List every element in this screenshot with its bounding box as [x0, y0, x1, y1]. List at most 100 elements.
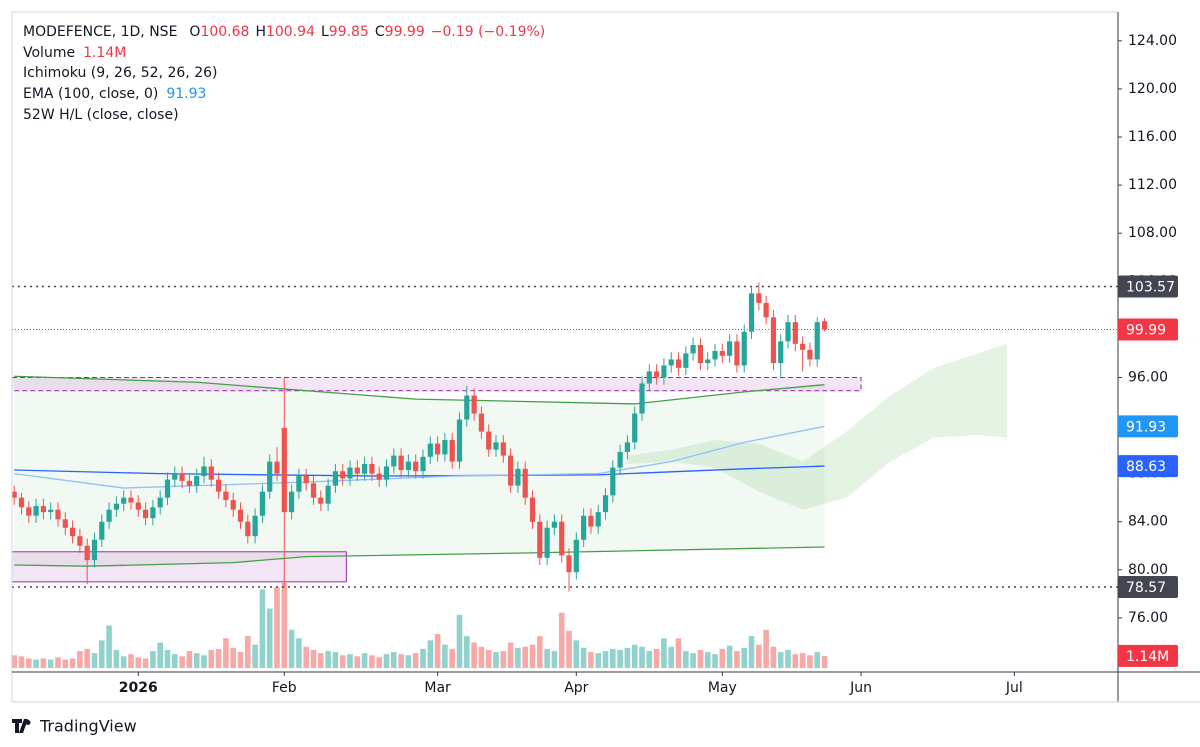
candle-body — [172, 473, 178, 480]
candle-body — [121, 497, 127, 504]
candle-body — [11, 491, 17, 498]
candle-body — [77, 536, 83, 546]
price-label-box — [1118, 275, 1178, 298]
volume-bar — [639, 646, 645, 668]
volume-bar — [69, 658, 76, 668]
candle-body — [624, 442, 631, 452]
candle-body — [259, 491, 266, 516]
volume-bar — [624, 647, 631, 668]
candle-body — [734, 341, 740, 366]
volume-bar — [186, 651, 193, 668]
volume-bar — [237, 652, 244, 668]
candle-body — [405, 461, 412, 471]
volume-bar — [274, 587, 280, 668]
candle-body — [208, 466, 214, 480]
volume-bar — [814, 652, 821, 668]
volume-bar — [412, 653, 419, 668]
volume-bar — [179, 656, 185, 668]
volume-bar — [478, 646, 485, 668]
price-label: 88.63 — [1126, 459, 1166, 475]
volume-bar — [310, 649, 317, 668]
candle-body — [508, 455, 514, 486]
volume-bar — [770, 646, 777, 668]
candle-body — [800, 343, 806, 350]
volume-bar — [339, 655, 346, 668]
volume-bar — [449, 648, 456, 668]
candle-body — [675, 359, 682, 368]
y-tick-label: 96.00 — [1128, 369, 1168, 385]
candle-body — [464, 395, 470, 420]
volume-bar — [18, 656, 25, 668]
candle-body — [712, 351, 718, 360]
candle-body — [646, 371, 652, 384]
candle-body — [529, 497, 536, 522]
volume-bar — [734, 651, 740, 668]
ichimoku-line — [14, 375, 825, 405]
candle-body — [33, 506, 39, 516]
volume-bar — [602, 651, 609, 668]
volume-bar — [748, 636, 755, 668]
volume-bar — [245, 636, 251, 668]
volume-bar — [33, 659, 39, 668]
candle-body — [705, 359, 711, 364]
candle-body — [785, 322, 791, 342]
candle-body — [113, 503, 119, 510]
legend-line: Volume 1.14M — [23, 45, 126, 61]
candle-body — [62, 519, 68, 528]
candle-body — [727, 341, 733, 356]
ohlc-value: 99.99 — [385, 24, 425, 40]
candle-body — [150, 507, 156, 519]
volume-bar — [610, 648, 616, 668]
zone — [11, 551, 347, 583]
candle-body — [99, 521, 105, 540]
candle-body — [748, 293, 755, 332]
volume-bar — [62, 659, 69, 668]
volume-bar — [383, 654, 390, 668]
price-label-box — [1118, 415, 1178, 438]
volume-bar — [507, 642, 514, 668]
x-tick-label: Jul — [1005, 680, 1023, 696]
legend-line: MODEFENCE, 1D, NSE O100.68 H100.94 L99.85 C9… — [23, 24, 545, 40]
candle-body — [639, 383, 645, 414]
volume-bar — [354, 656, 361, 668]
candle-body — [588, 515, 594, 527]
candle-body — [566, 555, 572, 573]
volume-bar — [223, 638, 229, 668]
volume-bar — [675, 638, 682, 668]
volume-bar — [318, 653, 324, 668]
candle-body — [318, 497, 324, 504]
candle-body — [55, 509, 61, 520]
candle-body — [551, 521, 558, 528]
volume-bar — [113, 649, 120, 668]
volume-bar — [500, 651, 507, 668]
candle-body — [632, 413, 638, 443]
candle-body — [778, 341, 784, 364]
volume-bar — [266, 608, 273, 668]
candle-body — [252, 515, 258, 537]
candle-body — [325, 485, 331, 504]
volume-bar — [704, 652, 711, 668]
candle-body — [230, 500, 236, 510]
candle-body — [595, 512, 601, 527]
candle-body — [581, 515, 587, 540]
candle-body — [602, 495, 609, 513]
volume-bar — [150, 651, 156, 668]
x-tick-label: Mar — [424, 680, 451, 696]
candle-body — [559, 521, 565, 556]
volume-bar — [537, 636, 543, 668]
zone — [11, 376, 862, 392]
candle-body — [194, 476, 200, 486]
volume-bar — [281, 583, 288, 668]
ohlc-label: C — [375, 24, 385, 40]
candle-body — [91, 539, 98, 561]
x-tick-label: Jun — [849, 680, 872, 696]
volume-bar — [558, 612, 565, 668]
volume-bar — [405, 655, 412, 668]
change: −0.19 (−0.19%) — [431, 24, 545, 40]
band-fill — [14, 376, 825, 567]
indicator-value: 1.14M — [83, 45, 126, 61]
volume-bar — [763, 629, 769, 668]
candle-body — [347, 467, 353, 479]
candle-body — [493, 442, 499, 450]
volume-bar — [493, 652, 499, 668]
